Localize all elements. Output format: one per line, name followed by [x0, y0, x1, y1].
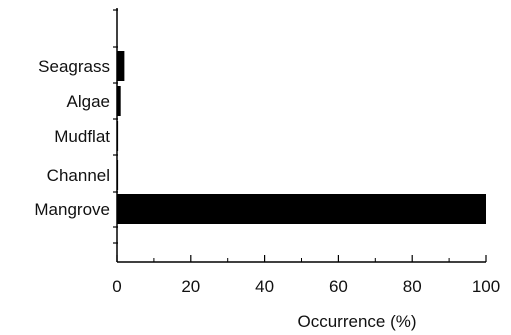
category-label-mudflat: Mudflat — [54, 127, 110, 146]
x-axis-title: Occurrence (%) — [297, 312, 416, 331]
category-label-algae: Algae — [67, 92, 110, 111]
bar-seagrass — [117, 51, 125, 81]
bar-algae — [117, 86, 121, 116]
x-tick-label: 60 — [329, 277, 348, 296]
x-tick-label: 40 — [255, 277, 274, 296]
bar-mangrove — [117, 194, 486, 224]
x-tick-label: 20 — [181, 277, 200, 296]
category-label-channel: Channel — [47, 166, 110, 185]
category-label-seagrass: Seagrass — [38, 57, 110, 76]
bars-group — [117, 51, 486, 224]
x-tick-label: 0 — [112, 277, 121, 296]
axes-group — [113, 8, 487, 263]
x-tick-label: 80 — [403, 277, 422, 296]
x-tick-label: 100 — [472, 277, 500, 296]
labels-group: 0 20 40 60 80 100 Seagrass Algae Mudflat Channel M… — [34, 57, 500, 296]
category-label-mangrove: Mangrove — [34, 200, 110, 219]
